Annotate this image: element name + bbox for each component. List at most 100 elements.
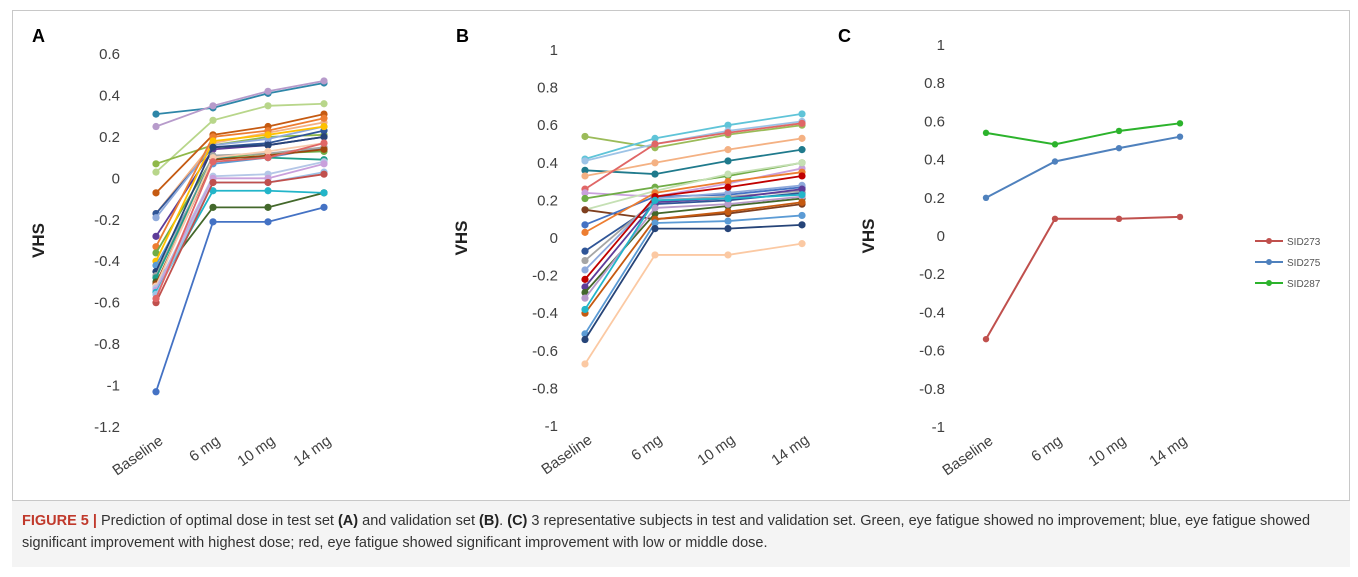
panel-a-data-point xyxy=(320,77,328,85)
panel-c-y-tick-label: 0.6 xyxy=(924,113,945,130)
panel-b-series-line xyxy=(584,223,803,341)
panel-b-data-point xyxy=(724,183,732,191)
panel-a-data-point xyxy=(264,187,272,195)
panel-b-series-line xyxy=(584,203,803,221)
panel-a-data-point xyxy=(152,160,160,168)
panel-c-data-point xyxy=(982,194,990,201)
panel-a-data-point xyxy=(209,203,217,211)
panel-a-series-line xyxy=(155,142,325,299)
panel-b-data-point xyxy=(798,159,806,167)
panel-c-data-point xyxy=(982,335,990,343)
panel-b-series-line xyxy=(584,148,803,175)
panel-a-data-point xyxy=(152,249,160,257)
panel-a-data-point xyxy=(320,133,328,141)
panel-b-series-line xyxy=(584,167,803,198)
panel-c-y-tick-label: 0.8 xyxy=(924,75,945,92)
panel-b-x-tick-label: Baseline xyxy=(538,431,595,478)
panel-c: C VHS 1 0.8 0.6 0.4 0.2 0 -0.2 -0.4 -0.6 -0.8 -1Base… xyxy=(838,26,1321,479)
panel-c-x-tick-label: Baseline xyxy=(939,432,996,479)
panel-b-data-point xyxy=(581,194,589,203)
panel-c-data-point xyxy=(1115,215,1123,223)
panel-b-y-tick-label: -0.4 xyxy=(532,305,558,322)
panel-b-data-point xyxy=(724,189,732,197)
panel-c-legend-item: SID273 xyxy=(1255,237,1321,248)
panel-a-series-line xyxy=(155,82,325,115)
panel-a-series-line xyxy=(155,162,325,291)
panel-a-y-tick-label: 0.6 xyxy=(99,46,120,63)
panel-b-y-tick-label: -0.2 xyxy=(532,268,558,285)
panel-c-series-line xyxy=(985,122,1181,146)
panel-a-data-point xyxy=(264,131,272,139)
panel-a-data-point xyxy=(264,102,272,110)
panel-c-series-line xyxy=(985,215,1181,340)
panel-a-x-tick-label: Baseline xyxy=(109,432,166,479)
panel-b-series-line xyxy=(584,214,803,335)
caption-label: FIGURE 5 | xyxy=(22,513,97,529)
panel-c-legend-marker xyxy=(1266,259,1272,265)
panel-b-data-point xyxy=(651,204,659,212)
panel-b-series-line xyxy=(584,188,803,288)
panel-a-data-point xyxy=(264,87,272,95)
panel-c-y-tick-label: 0.2 xyxy=(924,190,945,207)
panel-b-series-line xyxy=(584,161,803,211)
panel-c-data-point xyxy=(1051,141,1059,148)
panel-a-series-line xyxy=(155,102,325,173)
panel-a-y-tick-label: 0.4 xyxy=(99,87,120,104)
panel-a-y-tick-label: -0.6 xyxy=(94,295,120,312)
panel-b-data-point xyxy=(581,247,589,255)
panel-b-series-line xyxy=(584,122,803,190)
panel-a-data-point xyxy=(209,187,217,195)
panel-a-series-line xyxy=(155,142,325,287)
panel-c-y-tick-label: -0.2 xyxy=(919,266,945,283)
panel-b-x-tick-label: 6 mg xyxy=(628,431,665,464)
panel-a-data-point xyxy=(152,122,160,131)
panel-b-y-tick-label: 0 xyxy=(550,230,558,247)
panel-a-x-tick-label: 14 mg xyxy=(290,432,334,470)
panel-b: B VHS 1 0.8 0.6 0.4 0.2 0 -0.2 -0.4 -0.6 -0.8 -1Base… xyxy=(452,26,812,478)
figure-caption: FIGURE 5 | Prediction of optimal dose in… xyxy=(12,500,1350,567)
panel-b-data-point xyxy=(581,266,589,274)
panel-c-series-line xyxy=(985,135,1181,199)
panel-a-x-tick-label: 10 mg xyxy=(234,432,278,470)
panel-b-series-line xyxy=(584,184,803,271)
panel-b-data-point xyxy=(798,185,806,193)
panel-b-data-point xyxy=(581,132,589,141)
panel-c-data-point xyxy=(1051,215,1059,223)
panel-c-label: C xyxy=(838,26,851,46)
panel-a-data-point xyxy=(264,203,272,211)
panel-a-data-point xyxy=(320,100,328,108)
panel-c-legend-item: SID287 xyxy=(1255,279,1321,290)
panel-b-data-point xyxy=(581,360,589,368)
panel-a-series-line xyxy=(155,129,325,215)
panel-a-series-line xyxy=(155,133,325,165)
panel-a-data-point xyxy=(152,110,160,118)
caption-text-1: Prediction of optimal dose in test set xyxy=(101,513,338,529)
panel-b-data-point xyxy=(724,225,732,233)
panel-b-y-tick-label: -0.8 xyxy=(532,380,558,397)
caption-text-3: . xyxy=(499,513,508,529)
panel-b-data-point xyxy=(651,134,659,142)
panel-c-data-point xyxy=(982,129,990,137)
panel-a-data-point xyxy=(209,178,217,187)
panel-b-y-axis-title: VHS xyxy=(452,221,471,256)
panel-b-data-point xyxy=(581,172,589,180)
panel-b-data-point xyxy=(651,219,659,227)
panel-b-data-point xyxy=(651,196,659,204)
panel-c-legend-marker xyxy=(1266,238,1272,244)
panel-c-data-point xyxy=(1176,133,1184,140)
panel-a-data-point xyxy=(320,139,328,147)
panel-b-data-point xyxy=(581,256,589,265)
panel-a-series-line xyxy=(155,113,325,194)
panel-a-x-tick-label: 6 mg xyxy=(186,432,223,465)
panel-a-y-axis-title: VHS xyxy=(29,223,48,258)
panel-b-data-point xyxy=(651,225,659,233)
caption-ref-c: (C) xyxy=(507,513,528,529)
panel-a-label: A xyxy=(32,26,45,46)
panel-c-y-axis-title: VHS xyxy=(859,219,878,254)
panel-a-data-point xyxy=(209,102,217,110)
panel-c-x-tick-label: 14 mg xyxy=(1146,432,1190,470)
panel-b-data-point xyxy=(581,206,589,214)
panel-b-data-point xyxy=(581,157,589,165)
panel-a-series-line xyxy=(155,125,325,262)
panel-a-y-tick-label: -0.4 xyxy=(94,253,120,270)
